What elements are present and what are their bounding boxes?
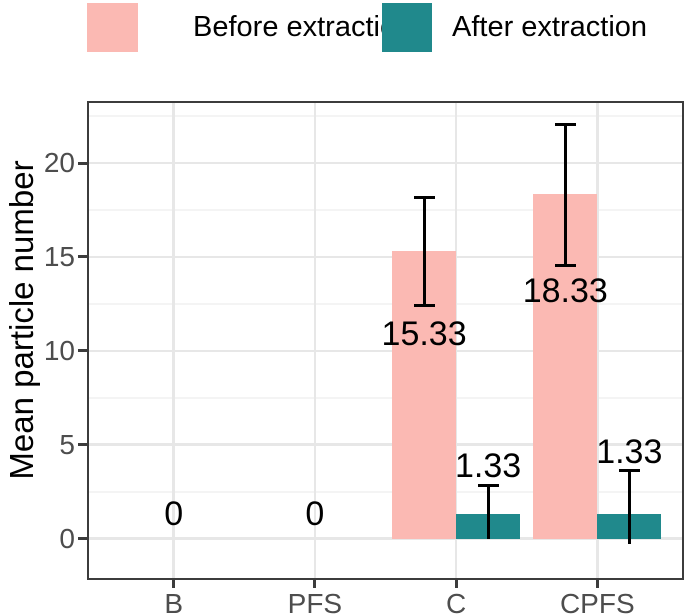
minor-gridline: [89, 209, 682, 212]
y-axis-tick: [78, 255, 89, 259]
vertical-gridline: [596, 103, 599, 578]
error-bar-line: [486, 485, 490, 539]
x-tick-label: CPFS: [559, 588, 635, 616]
value-label: 0: [305, 495, 325, 534]
major-gridline: [89, 443, 682, 446]
x-tick-label: B: [164, 588, 184, 616]
major-gridline: [89, 349, 682, 353]
legend-label-after-extraction: After extraction: [452, 11, 648, 43]
x-tick-label: PFS: [287, 588, 343, 616]
y-tick-label: 10: [43, 334, 75, 366]
vertical-gridline: [313, 103, 317, 578]
y-axis-tick: [78, 537, 89, 541]
value-label: 1.33: [455, 447, 522, 486]
value-label: 1.33: [596, 433, 663, 472]
value-label: 18.33: [522, 271, 608, 310]
minor-gridline: [89, 115, 682, 118]
major-gridline: [89, 255, 682, 259]
y-tick-label: 15: [43, 240, 75, 272]
error-bar-line: [563, 123, 567, 267]
error-bar-line: [627, 470, 631, 545]
x-tick-label: C: [445, 588, 467, 616]
minor-gridline: [89, 490, 682, 493]
plot-panel: 0 0 15.33 18.33 1.33 1.33: [89, 103, 682, 578]
error-bar-cap-top: [554, 122, 576, 126]
y-axis-tick: [78, 161, 89, 165]
error-bar-cap-top: [618, 469, 640, 473]
vertical-gridline: [454, 103, 458, 578]
y-axis-tick: [78, 443, 89, 447]
minor-gridline: [89, 302, 682, 305]
error-bar-cap-bottom: [554, 264, 576, 268]
x-axis-tick: [172, 579, 176, 588]
error-bar-cap-top: [413, 195, 435, 199]
value-label: 15.33: [381, 314, 467, 353]
x-axis-tick: [595, 579, 599, 588]
y-tick-label: 5: [59, 428, 75, 460]
error-bar-cap-top: [477, 484, 499, 488]
value-label: 0: [164, 495, 184, 534]
major-gridline: [89, 537, 682, 540]
legend-label-before-extraction: Before extraction: [193, 11, 413, 43]
y-axis-tick: [78, 349, 89, 353]
y-tick-label: 0: [59, 522, 75, 554]
legend-swatch-before-extraction: [87, 3, 138, 52]
error-bar-cap-bottom: [413, 303, 435, 307]
error-bar-line: [422, 196, 426, 306]
y-tick-label: 20: [43, 147, 75, 179]
major-gridline: [89, 161, 682, 165]
x-axis-tick: [313, 579, 317, 588]
minor-gridline: [89, 396, 682, 399]
x-axis-tick: [454, 579, 458, 588]
legend-swatch-after-extraction: [382, 3, 432, 52]
vertical-gridline: [172, 103, 175, 578]
